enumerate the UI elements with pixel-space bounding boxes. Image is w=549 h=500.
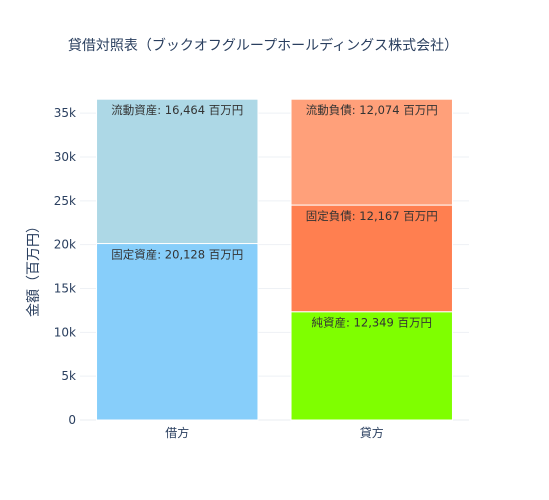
bar-segment [290, 204, 453, 313]
segment-label: 流動資産: 16,464 百万円 [111, 103, 243, 117]
y-tick-label: 35k [54, 106, 76, 120]
y-tick-label: 15k [54, 281, 76, 295]
y-tick-label: 25k [54, 194, 76, 208]
chart-title: 貸借対照表（ブックオフグループホールディングス株式会社） [68, 37, 458, 54]
x-axis-ticks: 借方 貸方 [165, 425, 384, 440]
y-tick-label: 20k [54, 238, 76, 252]
bar-segment [96, 98, 259, 245]
y-tick-label: 10k [54, 325, 76, 339]
segment-label: 固定負債: 12,167 百万円 [306, 209, 438, 223]
x-tick-label: 借方 [165, 425, 189, 440]
bar-segments [96, 98, 453, 421]
bar-segment [290, 98, 453, 206]
y-tick-label: 30k [54, 150, 76, 164]
segment-label: 流動負債: 12,074 百万円 [306, 103, 438, 117]
y-tick-label: 0 [68, 413, 76, 427]
segment-label: 固定資産: 20,128 百万円 [111, 248, 243, 262]
y-tick-label: 5k [61, 369, 76, 383]
x-tick-label: 貸方 [360, 425, 384, 440]
bar-segment [96, 243, 259, 421]
segment-label: 純資産: 12,349 百万円 [312, 316, 432, 330]
bar-segment [290, 311, 453, 421]
y-axis-title: 金額（百万円） [26, 219, 42, 317]
y-axis-ticks: 0 5k 10k 15k 20k 25k 30k 35k [54, 106, 76, 427]
